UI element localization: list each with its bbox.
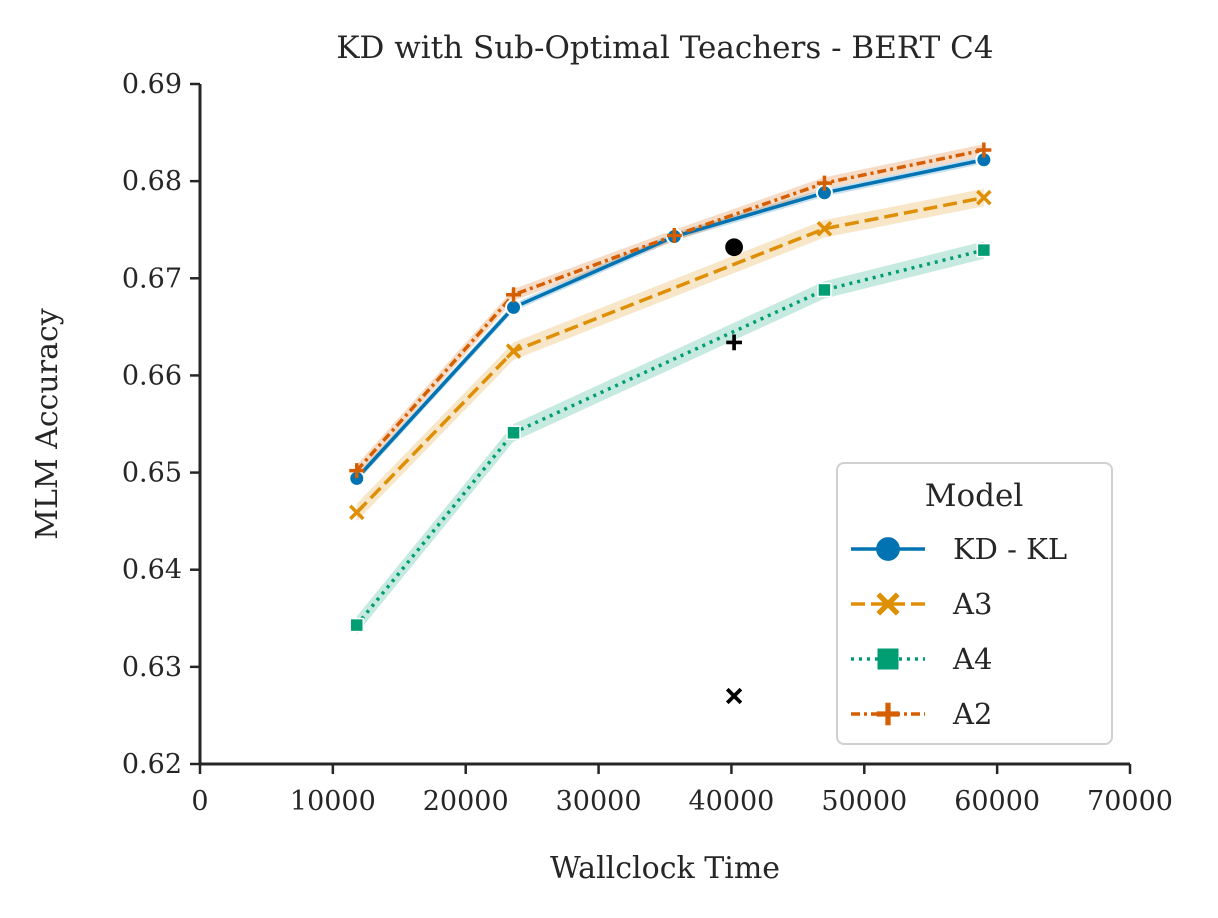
extra-points (725, 238, 743, 705)
y-tick-label: 0.62 (122, 749, 182, 780)
extra-point-circle (725, 238, 743, 257)
extra-point-plus (726, 334, 742, 351)
point-a4 (976, 242, 992, 258)
axes (198, 84, 1130, 766)
legend-item-a2: A2 (851, 697, 992, 731)
x-ticks: 0 10000 20000 30000 40000 50000 60000 70000 (191, 764, 1173, 817)
point-a2 (976, 142, 992, 158)
point-a3 (349, 504, 365, 521)
point-a4 (506, 425, 521, 440)
point-a4 (349, 617, 365, 633)
legend-marker-a3 (876, 592, 900, 616)
x-tick-label: 10000 (290, 786, 376, 817)
x-tick-label: 50000 (821, 786, 907, 817)
legend-frame (836, 462, 1113, 745)
legend-label-kd-kl: KD - KL (953, 532, 1067, 566)
legend-item-a3: A3 (851, 587, 992, 621)
x-tick-label: 60000 (954, 786, 1040, 817)
y-axis-label: MLM Accuracy (30, 308, 65, 540)
x-axis-label: Wallclock Time (550, 851, 780, 886)
point-a3 (976, 189, 992, 206)
x-tick-label: 30000 (556, 786, 642, 817)
legend-items: KD - KL A3 A4 A2 (851, 532, 1067, 731)
series-markers (348, 142, 993, 633)
line-a4 (355, 248, 985, 627)
point-a2 (816, 175, 832, 191)
x-tick-label: 0 (191, 786, 208, 817)
y-tick-label: 0.65 (122, 458, 182, 489)
legend-marker-kd-kl (876, 537, 900, 561)
legend-label-a2: A2 (952, 697, 992, 731)
extra-point-x (725, 687, 743, 705)
y-tick-label: 0.66 (122, 360, 182, 391)
y-tick-label: 0.67 (122, 263, 182, 294)
legend-label-a4: A4 (952, 642, 992, 676)
legend-label-a3: A3 (952, 587, 992, 621)
legend: Model KD - KL A3 A4 A2 (836, 462, 1113, 745)
legend-item-a4: A4 (851, 642, 992, 676)
x-tick-label: 40000 (688, 786, 774, 817)
point-a3 (816, 221, 833, 237)
point-a2 (666, 228, 682, 244)
band-a2 (356, 144, 984, 477)
chart-title: KD with Sub-Optimal Teachers - BERT C4 (336, 30, 993, 66)
x-tick-label: 70000 (1087, 786, 1173, 817)
point-a4 (817, 282, 832, 298)
point-a3 (505, 343, 522, 359)
y-tick-label: 0.64 (122, 555, 182, 586)
y-ticks: 0.62 0.63 0.64 0.65 0.66 0.67 0.68 0.69 (122, 69, 200, 780)
point-a2 (506, 287, 522, 303)
y-tick-label: 0.63 (122, 652, 182, 683)
y-tick-label: 0.69 (122, 69, 182, 100)
band-kd-kl (356, 155, 984, 483)
y-tick-label: 0.68 (122, 166, 182, 197)
legend-marker-a2 (876, 702, 900, 726)
x-tick-label: 20000 (423, 786, 509, 817)
line-a3 (355, 195, 985, 514)
point-a2 (349, 463, 365, 479)
legend-item-kd-kl: KD - KL (851, 532, 1067, 566)
legend-title: Model (925, 478, 1024, 514)
legend-marker-a4 (877, 648, 899, 670)
